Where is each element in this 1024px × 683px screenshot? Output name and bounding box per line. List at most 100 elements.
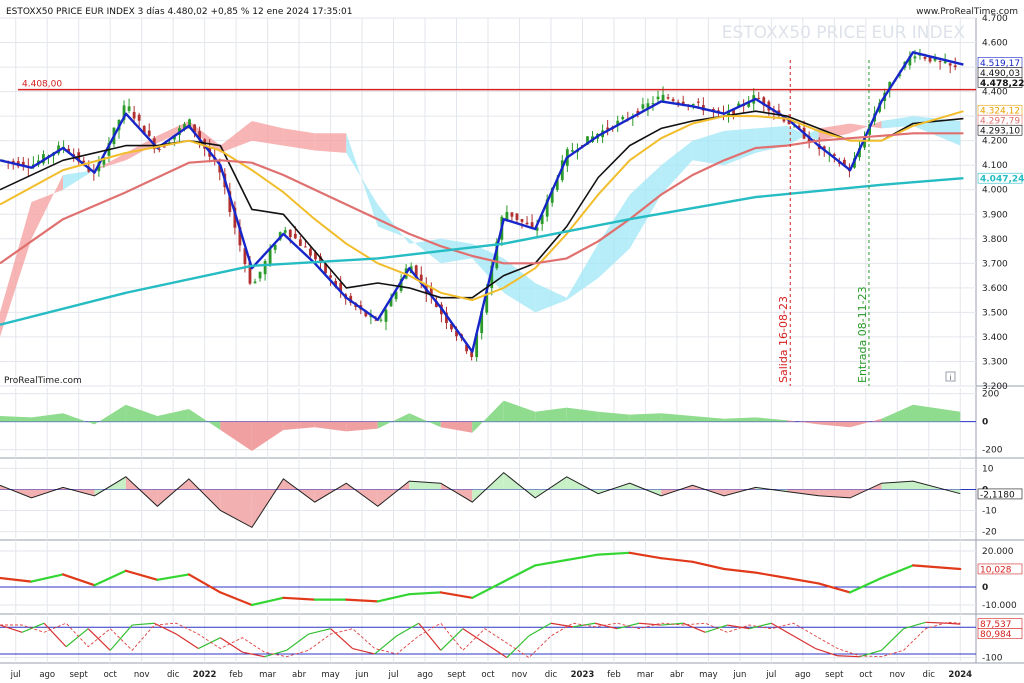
osc1-area-segment [63,413,95,425]
candle-body [364,310,368,317]
candle-body [923,56,927,59]
osc3-segment [376,593,411,603]
osc4-segment [43,622,67,648]
price-tag-label: 4.047,24 [980,175,1024,185]
candle-body [928,56,932,62]
osc1-area-segment [881,404,913,422]
candle-body [303,246,307,248]
candle-body [933,57,937,61]
osc4-segment [528,622,552,637]
osc1-area-segment [188,409,221,430]
candle-body [807,136,811,143]
candle-body [167,142,171,144]
x-tick-label: dic [167,670,180,680]
candle-body [450,323,453,330]
candle-body [455,330,458,337]
osc4-segment [175,633,199,650]
price-tag-label: 4.297,79 [980,117,1020,127]
cloud-segment [314,133,347,153]
osc1-area-segment [157,409,189,422]
x-tick-label: feb [607,670,621,680]
osc1-area-segment [850,418,882,428]
osc3-segment [156,573,191,581]
candle-body [102,157,106,165]
osc1-area-segment [503,400,536,422]
cloud-segment [125,135,158,161]
candle-body [550,188,554,203]
osc1-area-segment [755,417,788,422]
osc3-segment [61,573,96,587]
osc3-segment [30,573,65,583]
osc2-area-segment [818,489,851,498]
osc4-segment [484,642,508,659]
osc4-segment [87,628,111,651]
osc1-area-segment [314,421,347,432]
osc3-segment [911,564,962,571]
osc4-segment [462,628,486,644]
osc4-segment [21,622,45,633]
osc4-segment [109,624,133,651]
cloud-segment [535,283,567,313]
svg-text:i: i [950,374,952,382]
osc3-segment [219,591,253,607]
osc1-area-segment [629,413,662,422]
candle-body [832,154,836,156]
candle-body [157,149,161,151]
y-tick-label: 4.100 [982,161,1008,171]
osc3-segment [628,551,663,560]
candle-body [943,61,947,64]
osc3-segment [250,596,285,607]
x-tick-label: may [699,670,718,680]
candle-body [717,110,720,112]
osc1-area-segment [724,417,756,422]
candle-body [691,104,695,106]
osc4-segment [198,637,221,650]
osc2-current-box [977,488,1023,500]
osc2-area-segment [881,481,913,490]
x-tick-label: sept [825,670,844,680]
candle-body [712,108,715,111]
candle-body [132,112,136,119]
osc3-segment [754,571,789,580]
x-tick-label: 2024 [948,670,972,680]
osc1-area-segment [346,421,378,432]
x-tick-label: feb [229,670,243,680]
candle-body [747,102,751,107]
osc3-segment [0,576,33,583]
info-icon[interactable]: i [945,371,956,382]
series-yellow-line [0,110,964,302]
site-brand[interactable]: www.ProRealTime.com [916,7,1018,17]
candle-body [147,130,151,136]
candle-body [42,154,45,164]
candle-body [349,295,353,303]
cloud-segment [377,204,410,244]
candle-body [797,125,801,129]
y-tick-label: 0 [982,418,988,428]
price-layer: 4.408,00 Salida 16-08-23 Entrada 08-11-23 [0,48,976,386]
candle-body [122,105,126,120]
cloud-segment [598,194,630,279]
candle-body [127,106,131,111]
series-black-line [0,110,964,299]
osc3-segment [282,596,316,601]
price-tag-box [977,124,1023,136]
y-tick-label: -200 [982,446,1003,456]
candle-body [11,160,15,164]
y-tick-label: 3.400 [982,333,1008,343]
chart-title: ESTOXX50 PRICE EUR INDEX 3 días 4.480,02… [6,7,352,17]
candle-body [445,312,448,323]
candle-body [570,150,574,152]
osc3-segment [502,564,537,583]
candle-body [21,161,25,167]
candle-body [137,114,141,121]
osc1-area-segment [566,407,599,422]
price-tag-label: 4.490,03 [980,69,1020,79]
osc1-area-segment [787,420,819,425]
osc1-area-segment [125,404,158,422]
y-tick-label: -10 [982,507,997,517]
candle-body [822,146,826,151]
candle-body [389,298,393,307]
osc2-area-segment [535,476,567,498]
x-tick-label: jun [732,670,746,680]
